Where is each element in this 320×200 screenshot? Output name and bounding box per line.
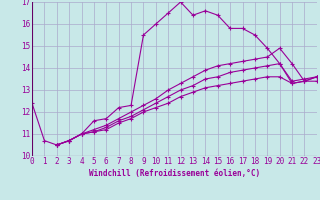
- X-axis label: Windchill (Refroidissement éolien,°C): Windchill (Refroidissement éolien,°C): [89, 169, 260, 178]
